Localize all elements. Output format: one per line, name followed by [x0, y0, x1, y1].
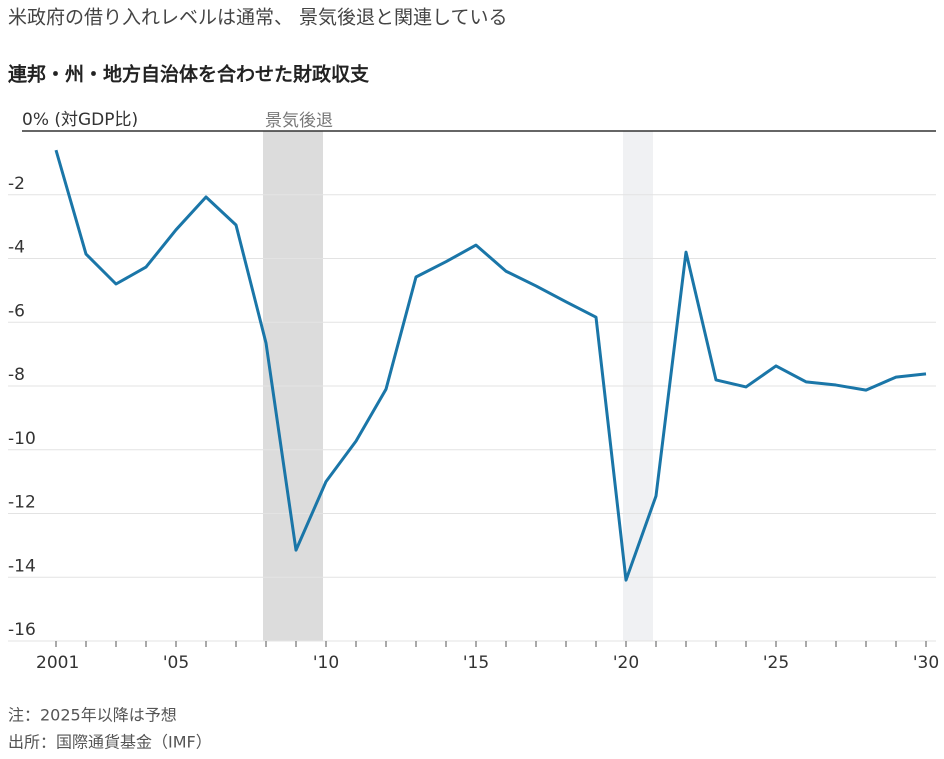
x-tick-label: '10 — [313, 653, 339, 673]
chart-title: 米政府の借り入れレベルは通常、 景気後退と関連している — [8, 7, 507, 29]
line-series — [54, 149, 927, 582]
note: 注：2025年以降は予想 — [8, 706, 177, 725]
y-tick-label: -2 — [8, 174, 25, 194]
source: 出所：国際通貨基金（IMF） — [8, 733, 212, 752]
y-tick-label: -16 — [8, 620, 36, 640]
x-tick-label: 2001 — [36, 653, 79, 673]
y-tick-label: -4 — [8, 238, 25, 258]
y-tick-label: -12 — [8, 493, 36, 513]
y-tick-label: 0% (対GDP比) — [22, 110, 138, 130]
x-tick-label: '15 — [463, 653, 489, 673]
x-tick-label: '05 — [163, 653, 189, 673]
recession-label: 景気後退 — [265, 111, 333, 131]
y-tick-label: -14 — [8, 556, 36, 576]
x-tick-label: '25 — [763, 653, 789, 673]
y-tick-label: -10 — [8, 429, 36, 449]
y-tick-label: -8 — [8, 365, 25, 385]
x-tick-label: '20 — [613, 653, 639, 673]
chart-subtitle: 連邦・州・地方自治体を合わせた財政収支 — [8, 63, 370, 86]
y-tick-label: -6 — [8, 301, 25, 321]
x-tick-label: '30 — [913, 653, 939, 673]
